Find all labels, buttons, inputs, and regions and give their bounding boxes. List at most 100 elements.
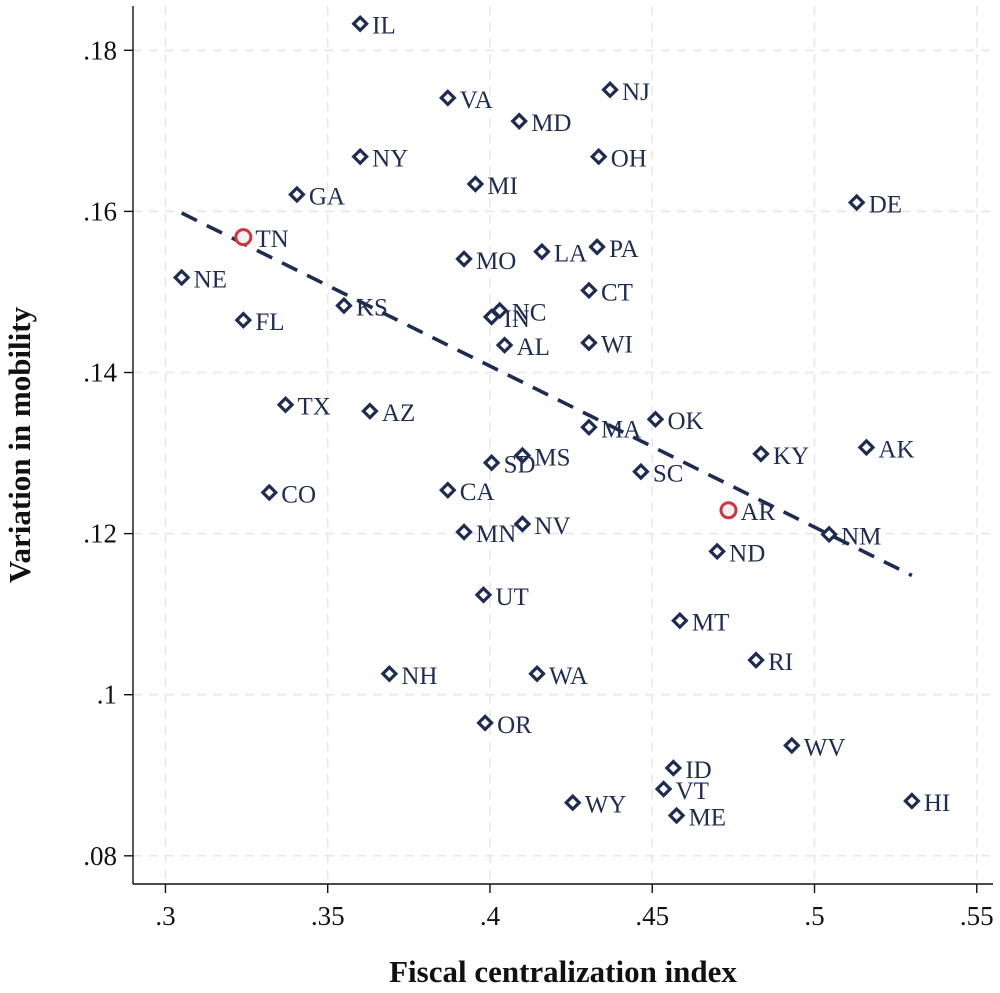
data-point bbox=[361, 402, 379, 420]
data-point bbox=[783, 736, 801, 755]
axes bbox=[132, 6, 993, 885]
point-label: OK bbox=[667, 408, 703, 435]
highlighted-point bbox=[719, 501, 738, 520]
data-point bbox=[510, 112, 528, 130]
data-point bbox=[563, 793, 582, 812]
point-label: ND bbox=[729, 540, 765, 567]
point-label: HI bbox=[924, 790, 950, 817]
gridlines bbox=[133, 6, 993, 884]
data-point bbox=[580, 418, 598, 437]
y-tick-label: .14 bbox=[83, 358, 117, 388]
point-label: SC bbox=[653, 461, 684, 488]
point-label: NJ bbox=[622, 79, 650, 106]
point-label: IL bbox=[372, 13, 396, 40]
data-point bbox=[234, 311, 253, 329]
point-label: MD bbox=[531, 110, 571, 137]
data-point bbox=[513, 446, 532, 465]
point-label: RI bbox=[768, 649, 793, 676]
data-point bbox=[513, 515, 532, 533]
point-label: AK bbox=[878, 436, 914, 463]
point-label: UT bbox=[495, 584, 528, 611]
x-tick-label: .45 bbox=[635, 901, 669, 931]
data-point bbox=[533, 242, 551, 261]
point-label: LA bbox=[554, 241, 587, 268]
data-point bbox=[439, 481, 457, 499]
data-point bbox=[335, 296, 353, 315]
point-label: WY bbox=[585, 792, 627, 819]
data-point bbox=[632, 462, 650, 481]
point-label: MN bbox=[476, 521, 516, 548]
point-label: VT bbox=[676, 778, 709, 805]
point-label: ID bbox=[685, 757, 711, 784]
data-point bbox=[172, 268, 191, 287]
point-label: NE bbox=[194, 266, 227, 293]
point-label: KY bbox=[773, 443, 809, 470]
point-label: WV bbox=[804, 734, 846, 761]
point-label: FL bbox=[255, 309, 284, 336]
y-tick-label: .18 bbox=[83, 35, 117, 65]
highlighted-point-label: TN bbox=[255, 226, 288, 253]
point-label: OH bbox=[611, 146, 647, 173]
data-point bbox=[439, 89, 457, 107]
data-point bbox=[820, 525, 838, 544]
point-label: NM bbox=[841, 523, 881, 550]
point-label: CO bbox=[281, 482, 316, 509]
data-point bbox=[351, 14, 369, 33]
data-point bbox=[857, 438, 876, 457]
point-label: DE bbox=[869, 192, 902, 219]
data-point bbox=[752, 445, 770, 463]
point-label: VA bbox=[460, 87, 493, 114]
data-point bbox=[528, 665, 546, 683]
y-tick-label: .16 bbox=[83, 196, 117, 226]
data-point bbox=[903, 792, 921, 810]
point-label: NY bbox=[372, 146, 408, 173]
fit-line bbox=[180, 211, 913, 578]
point-label: MT bbox=[692, 610, 730, 637]
data-point bbox=[580, 281, 598, 300]
data-point bbox=[380, 665, 399, 683]
x-tick-label: .4 bbox=[480, 901, 501, 931]
data-point bbox=[288, 185, 306, 204]
point-label: MO bbox=[476, 248, 516, 275]
data-point bbox=[495, 336, 514, 354]
x-tick-label: .5 bbox=[804, 901, 824, 931]
data-point bbox=[664, 759, 683, 777]
data-point bbox=[476, 714, 494, 732]
point-label: OR bbox=[497, 712, 532, 739]
data-point bbox=[646, 410, 665, 428]
point-label: GA bbox=[309, 183, 345, 210]
y-axis-title: Variation in mobility bbox=[2, 306, 37, 583]
point-label: CT bbox=[601, 279, 633, 306]
y-tick-label: .08 bbox=[83, 841, 117, 871]
data-point bbox=[589, 147, 608, 166]
point-label: MI bbox=[487, 173, 518, 200]
point-label: AL bbox=[517, 334, 550, 361]
point-label: KS bbox=[356, 295, 388, 322]
data-point bbox=[580, 333, 598, 352]
data-point bbox=[276, 395, 295, 414]
point-label: AZ bbox=[382, 400, 415, 427]
point-label: TX bbox=[298, 394, 331, 421]
highlighted-point bbox=[234, 228, 253, 247]
data-point bbox=[466, 175, 485, 193]
tick-labels: .08 .1 .12 .14 .16 .18 .3 .35 .4 .45 .5 .55 bbox=[83, 35, 993, 931]
fit-line-layer bbox=[180, 211, 913, 578]
data-point bbox=[351, 147, 369, 166]
x-tick-label: .3 bbox=[155, 901, 175, 931]
data-point bbox=[260, 483, 279, 502]
point-label: MA bbox=[601, 416, 641, 443]
point-label: CA bbox=[460, 479, 495, 506]
y-tick-label: .1 bbox=[97, 680, 117, 710]
data-point bbox=[667, 806, 686, 825]
x-axis-title: Fiscal centralization index bbox=[389, 954, 737, 989]
point-label: NC bbox=[512, 299, 547, 326]
point-label: WI bbox=[601, 332, 633, 359]
data-point bbox=[588, 238, 606, 256]
point-label: NH bbox=[401, 663, 437, 690]
point-label: NV bbox=[534, 513, 570, 540]
x-tick-label: .35 bbox=[311, 901, 345, 931]
data-point bbox=[708, 542, 726, 561]
data-point bbox=[671, 611, 689, 630]
